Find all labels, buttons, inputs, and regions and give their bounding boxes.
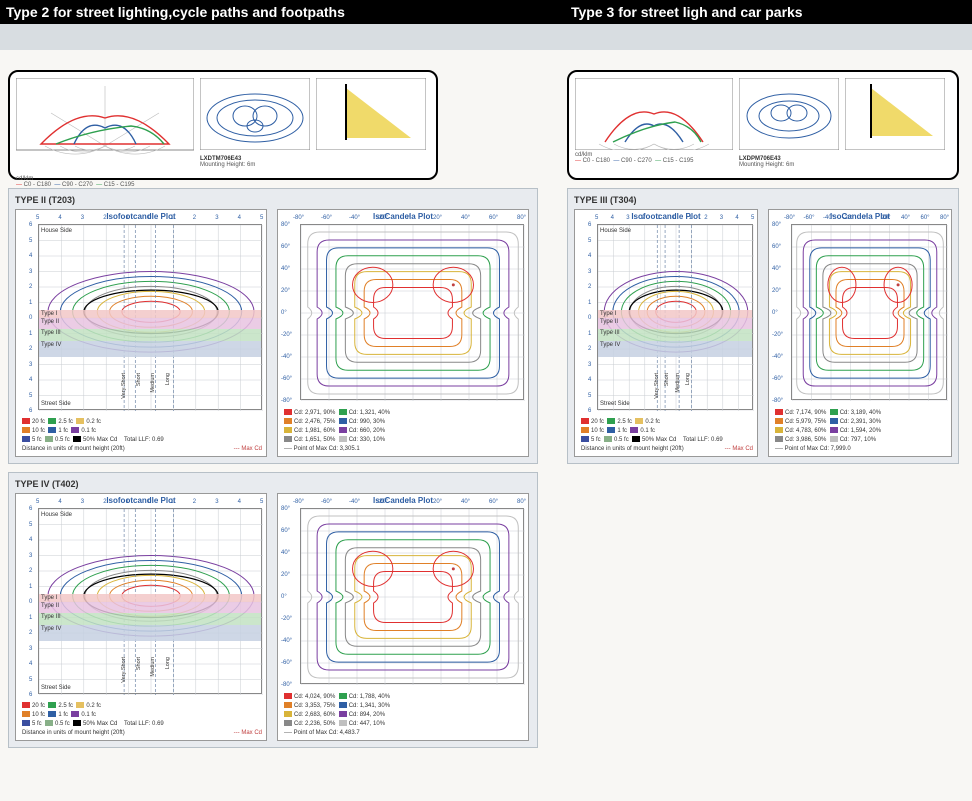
isofc-t3: Isofootcandle PlotType IType IIType IIIT… bbox=[574, 209, 758, 457]
isocd-t4: IsoCandela Plot-80°-60°-40°-20°0°20°40°6… bbox=[277, 493, 529, 741]
card-type4: TYPE IV (T402) Isofootcandle PlotType IT… bbox=[8, 472, 538, 748]
polar-type3: cd/klm — C0 - C180 — C90 - C270 — C15 - … bbox=[567, 70, 959, 180]
polar-type2: cd/klm — C0 - C180 — C90 - C270 — C15 - … bbox=[8, 70, 438, 180]
iso-mini: LXDTM706E43 Mounting Height: 6m bbox=[200, 78, 310, 172]
right-column: cd/klm — C0 - C180 — C90 - C270 — C15 - … bbox=[567, 52, 967, 748]
isofc-t2: Isofootcandle PlotType IType IIType IIIT… bbox=[15, 209, 267, 457]
isofc-t4: Isofootcandle PlotType IType IIType IIIT… bbox=[15, 493, 267, 741]
card-title: TYPE II (T203) bbox=[15, 195, 531, 205]
polar-plot: cd/klm — C0 - C180 — C90 - C270 — C15 - … bbox=[16, 78, 194, 172]
header-type3: Type 3 for street ligh and car parks bbox=[571, 4, 966, 20]
main: cd/klm — C0 - C180 — C90 - C270 — C15 - … bbox=[0, 50, 972, 750]
header-type2: Type 2 for street lighting,cycle paths a… bbox=[6, 4, 571, 20]
card-type2: TYPE II (T203) Isofootcandle PlotType IT… bbox=[8, 188, 538, 464]
beam-icon bbox=[316, 78, 426, 172]
header-bar: Type 2 for street lighting,cycle paths a… bbox=[0, 0, 972, 24]
card-title: TYPE III (T304) bbox=[574, 195, 952, 205]
top-strip bbox=[0, 24, 972, 50]
card-title: TYPE IV (T402) bbox=[15, 479, 531, 489]
isocd-t3: IsoCandela Plot-80°-60°-40°-20°0°20°40°6… bbox=[768, 209, 952, 457]
left-column: cd/klm — C0 - C180 — C90 - C270 — C15 - … bbox=[2, 52, 567, 748]
isocd-t2: IsoCandela Plot-80°-60°-40°-20°0°20°40°6… bbox=[277, 209, 529, 457]
card-type3: TYPE III (T304) Isofootcandle PlotType I… bbox=[567, 188, 959, 464]
